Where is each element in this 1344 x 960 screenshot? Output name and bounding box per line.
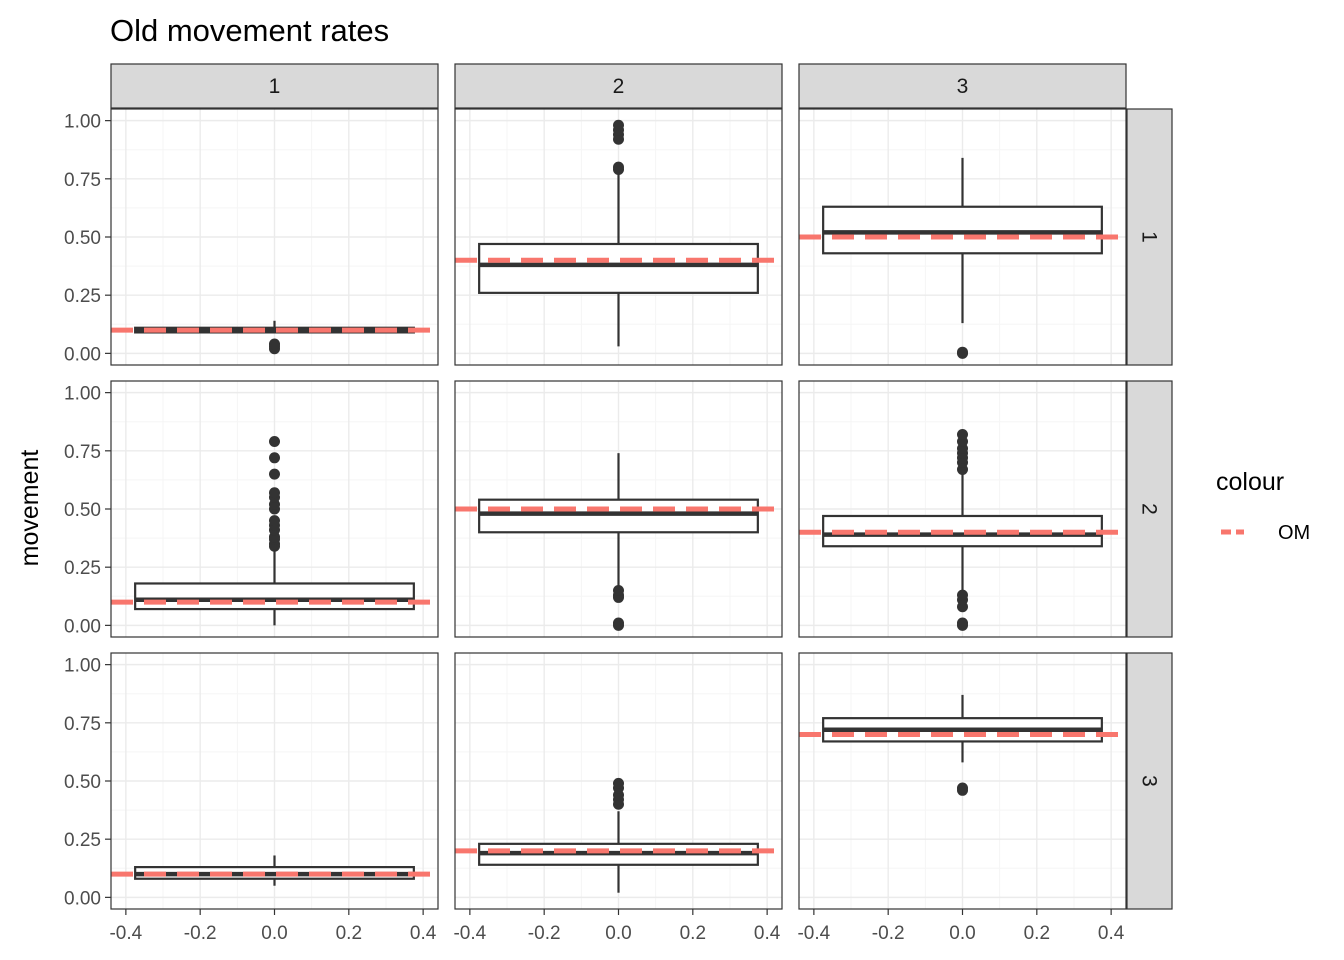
outlier-point bbox=[269, 515, 280, 527]
y-axis-tick-label: 1.00 bbox=[64, 656, 101, 677]
y-axis-tick-label: 1.00 bbox=[64, 384, 101, 405]
outlier-point bbox=[957, 429, 968, 441]
y-axis-tick-label: 0.00 bbox=[64, 888, 101, 909]
x-axis-tick-label: -0.4 bbox=[453, 923, 486, 944]
x-axis-tick-label: 0.4 bbox=[410, 923, 437, 944]
x-axis-tick-label: -0.4 bbox=[109, 923, 142, 944]
panel-grid bbox=[111, 109, 438, 365]
facet-strip-col-3 bbox=[798, 63, 1127, 109]
panel-border bbox=[454, 380, 783, 638]
outlier-point bbox=[613, 584, 624, 596]
facet-strip-row-2 bbox=[1126, 380, 1173, 638]
box-iqr bbox=[822, 205, 1103, 255]
panel-border bbox=[798, 108, 1127, 366]
facet-strip-col-label: 3 bbox=[957, 75, 969, 98]
facet-panel-1-1: 0.00 0.25 0.50 0.75 1.00 bbox=[64, 108, 439, 366]
facet-strip-row-label: 2 bbox=[1138, 503, 1161, 515]
outlier-point bbox=[613, 617, 624, 629]
x-axis-tick-label: 0.0 bbox=[949, 923, 975, 944]
y-axis-tick-label: 0.00 bbox=[64, 616, 101, 637]
x-axis-tick-label: 0.2 bbox=[680, 923, 706, 944]
facet-strip-row-label: 3 bbox=[1138, 775, 1161, 787]
x-axis-tick-label: 0.0 bbox=[261, 923, 287, 944]
outlier-point bbox=[957, 346, 968, 358]
facet-strip-row-3 bbox=[1126, 652, 1173, 910]
y-axis-tick-label: 0.75 bbox=[64, 714, 101, 735]
box-iqr bbox=[478, 242, 759, 294]
x-axis-tick-label: 0.4 bbox=[1098, 923, 1125, 944]
x-axis-tick-label: 0.4 bbox=[754, 923, 781, 944]
outlier-point bbox=[613, 119, 624, 131]
y-axis-tick-label: 0.75 bbox=[64, 170, 101, 191]
outlier-point bbox=[269, 452, 280, 464]
facet-strip-row-label: 1 bbox=[1138, 231, 1161, 243]
outlier-point bbox=[957, 589, 968, 601]
facet-panel-2-3 bbox=[798, 380, 1127, 638]
facet-strip-col-1 bbox=[110, 63, 439, 109]
outlier-point bbox=[957, 782, 968, 794]
x-axis-tick-label: -0.2 bbox=[528, 923, 561, 944]
y-axis-tick-label: 0.25 bbox=[64, 286, 101, 307]
facet-panel-3-3: -0.4 -0.2 0.0 0.2 0.4 bbox=[797, 652, 1127, 944]
x-axis-tick-label: 0.2 bbox=[336, 923, 362, 944]
facet-strip-col-2 bbox=[454, 63, 783, 109]
facet-panel-2-2 bbox=[454, 380, 783, 638]
box-iqr bbox=[478, 498, 759, 534]
facet-panel-3-1: 0.00 0.25 0.50 0.75 1.00 -0.4 -0.2 0.0 0.2 0.4 bbox=[64, 652, 439, 944]
y-axis-tick-label: 0.25 bbox=[64, 830, 101, 851]
outlier-point bbox=[269, 468, 280, 480]
y-axis-tick-label: 0.00 bbox=[64, 344, 101, 365]
legend: colour OM bbox=[1216, 468, 1310, 544]
outlier-point bbox=[613, 777, 624, 789]
box-iqr bbox=[822, 514, 1103, 548]
outlier-point bbox=[269, 338, 280, 350]
legend-label-om: OM bbox=[1278, 522, 1310, 544]
y-axis-title: movement bbox=[16, 450, 44, 567]
x-axis-tick-label: 0.2 bbox=[1024, 923, 1050, 944]
x-axis-tick-label: -0.2 bbox=[872, 923, 905, 944]
outlier-point bbox=[613, 161, 624, 173]
outlier-point bbox=[269, 436, 280, 448]
facet-panels: 1 2 31230.000.250.500.751.000.000.250.500.… bbox=[64, 63, 1173, 944]
outlier-point bbox=[269, 487, 280, 499]
x-axis-tick-label: -0.4 bbox=[797, 923, 830, 944]
facet-strip-col-label: 1 bbox=[269, 75, 281, 98]
y-axis-tick-label: 0.50 bbox=[64, 500, 101, 521]
facet-panel-2-1: 0.00 0.25 0.50 0.75 1.00 bbox=[64, 380, 439, 638]
facet-panel-1-3 bbox=[798, 108, 1127, 366]
box-iqr bbox=[134, 582, 415, 611]
panel-border bbox=[798, 380, 1127, 638]
facet-panel-3-2: -0.4 -0.2 0.0 0.2 0.4 bbox=[453, 652, 783, 944]
x-axis-tick-label: 0.0 bbox=[605, 923, 631, 944]
x-axis-tick-label: -0.2 bbox=[184, 923, 217, 944]
y-axis-tick-label: 0.25 bbox=[64, 558, 101, 579]
y-axis-tick-label: 0.50 bbox=[64, 772, 101, 793]
y-axis-tick-label: 0.50 bbox=[64, 228, 101, 249]
outlier-point bbox=[957, 617, 968, 629]
y-axis-tick-label: 0.75 bbox=[64, 442, 101, 463]
y-axis-tick-label: 1.00 bbox=[64, 112, 101, 133]
legend-title: colour bbox=[1216, 468, 1284, 496]
facet-panel-1-2 bbox=[454, 108, 783, 366]
facet-strip-col-label: 2 bbox=[613, 75, 625, 98]
chart-title: Old movement rates bbox=[110, 13, 389, 48]
facet-strip-row-1 bbox=[1126, 108, 1173, 366]
panel-border bbox=[454, 108, 783, 366]
